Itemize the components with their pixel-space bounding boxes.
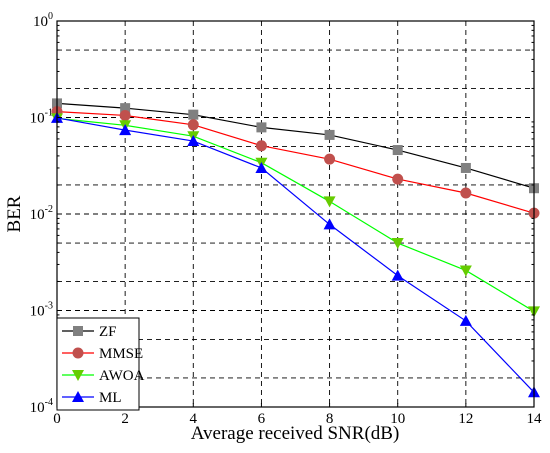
x-tick-label: 14 xyxy=(527,411,543,427)
y-tick-label: 100 xyxy=(33,11,53,30)
point-mmse xyxy=(119,109,131,121)
y-tick-label: 10-1 xyxy=(30,108,53,127)
point-awoa xyxy=(391,238,404,250)
x-tick-label: 4 xyxy=(190,411,198,427)
point-ml xyxy=(119,124,132,136)
legend-marker-awoa xyxy=(72,370,84,381)
point-ml xyxy=(459,314,472,326)
legend-marker-mmse xyxy=(72,347,84,359)
legend-label-mmse: MMSE xyxy=(99,346,143,362)
point-zf xyxy=(256,122,267,133)
point-ml xyxy=(187,135,200,147)
point-zf xyxy=(460,162,471,173)
point-ml xyxy=(323,218,336,230)
series-line-ml xyxy=(56,117,535,393)
point-zf xyxy=(324,129,335,140)
point-zf xyxy=(120,103,131,114)
point-awoa xyxy=(459,265,472,277)
y-tick-label: 10-4 xyxy=(30,397,53,416)
point-mmse xyxy=(460,187,472,199)
legend-label-awoa: AWOA xyxy=(99,368,145,384)
point-zf xyxy=(392,145,403,156)
legend: ZF MMSE AWOA ML xyxy=(56,317,145,411)
point-zf xyxy=(188,109,199,120)
series-line-zf xyxy=(56,102,535,189)
legend-label-zf: ZF xyxy=(99,324,117,340)
y-axis-title: BER xyxy=(4,195,25,232)
legend-box xyxy=(56,317,140,411)
legend-marker-zf xyxy=(73,326,83,336)
point-ml xyxy=(391,269,404,281)
y-tick-label: 10-2 xyxy=(30,204,53,223)
point-mmse xyxy=(392,173,404,185)
y-tick-label: 10-3 xyxy=(30,301,53,320)
x-tick-label: 6 xyxy=(258,411,266,427)
legend-marker-ml xyxy=(72,391,84,402)
grid xyxy=(57,21,534,407)
point-mmse xyxy=(255,140,267,152)
x-tick-label: 0 xyxy=(53,411,61,427)
series-line-awoa xyxy=(56,117,535,312)
x-tick-label: 10 xyxy=(390,411,405,427)
axis-ticks: 0 2 4 6 8 10 12 14 100 10-1 10-2 10-3 10-4 xyxy=(30,11,542,427)
point-awoa xyxy=(323,196,336,208)
point-mmse xyxy=(324,153,336,165)
point-ml xyxy=(255,161,268,173)
series-awoa xyxy=(51,113,540,318)
series-ml xyxy=(51,111,540,398)
legend-label-ml: ML xyxy=(99,390,122,406)
x-tick-label: 2 xyxy=(121,411,129,427)
x-axis-title: Average received SNR(dB) xyxy=(191,423,400,444)
series-line-mmse xyxy=(56,111,535,214)
point-mmse xyxy=(187,119,199,131)
x-tick-label: 12 xyxy=(458,411,473,427)
x-tick-label: 8 xyxy=(326,411,334,427)
